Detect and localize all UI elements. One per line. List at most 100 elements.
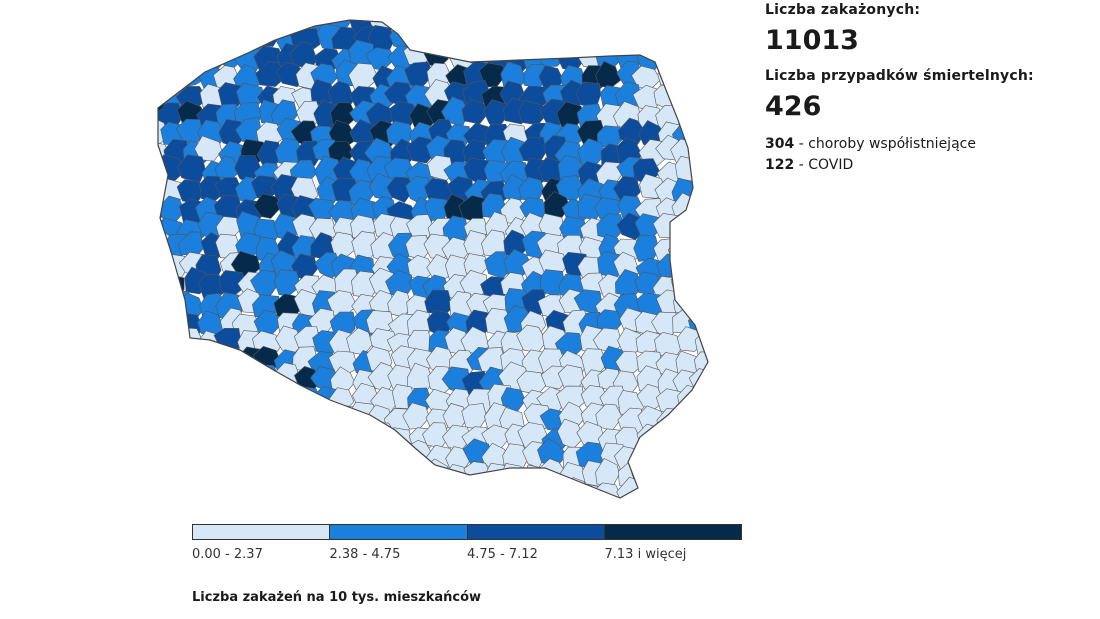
county-region	[461, 98, 487, 125]
county-region	[667, 236, 697, 265]
legend-label-3: 4.75 - 7.12	[467, 547, 538, 562]
county-region	[595, 499, 621, 523]
county-region	[215, 443, 243, 472]
county-region	[274, 464, 302, 493]
county-region	[160, 307, 189, 333]
county-region	[260, 460, 287, 488]
county-region	[691, 157, 708, 183]
county-region	[428, 480, 456, 498]
county-region	[213, 382, 241, 412]
county-region	[675, 214, 704, 243]
county-region	[523, 20, 550, 31]
covid-deaths-line: 122 - COVID	[765, 155, 1095, 176]
county-region	[688, 289, 708, 318]
county-region	[615, 20, 643, 33]
county-region	[158, 366, 169, 395]
county-region	[671, 459, 698, 487]
county-region	[331, 419, 357, 449]
county-region	[272, 20, 301, 36]
county-region	[692, 213, 708, 240]
county-region	[615, 27, 646, 55]
county-region	[163, 405, 191, 430]
county-region	[409, 460, 439, 488]
county-region	[142, 500, 172, 528]
county-region	[387, 427, 413, 451]
county-region	[217, 82, 245, 107]
county-region	[443, 20, 471, 34]
county-region	[689, 401, 708, 429]
infected-value: 11013	[765, 25, 859, 56]
county-region	[293, 20, 319, 29]
county-region	[538, 20, 565, 32]
county-region	[403, 481, 433, 498]
county-region	[523, 24, 550, 51]
county-region	[691, 119, 708, 147]
county-region	[593, 25, 622, 55]
county-region	[196, 346, 225, 375]
county-region	[651, 464, 682, 492]
county-region	[386, 176, 415, 203]
county-region	[670, 60, 698, 89]
county-region	[194, 479, 225, 498]
county-region	[179, 366, 207, 394]
county-region	[694, 233, 708, 261]
county-region	[158, 218, 166, 243]
county-region	[425, 20, 450, 33]
county-region	[196, 402, 227, 431]
county-region	[687, 272, 708, 300]
county-region	[253, 442, 284, 469]
county-region	[249, 364, 280, 393]
county-region	[275, 481, 303, 498]
county-region	[462, 484, 492, 498]
county-region	[158, 290, 172, 315]
county-region	[692, 181, 708, 207]
county-region	[217, 21, 247, 51]
county-region	[238, 407, 267, 433]
county-region	[694, 28, 708, 54]
county-region	[637, 484, 663, 498]
county-region	[214, 367, 241, 396]
county-region	[539, 22, 568, 49]
county-region	[317, 478, 345, 498]
county-region	[670, 271, 698, 297]
county-region	[181, 21, 211, 49]
county-region	[558, 28, 589, 54]
county-region	[385, 464, 413, 491]
legend-labels: 0.00 - 2.37 2.38 - 4.75 4.75 - 7.12 7.13…	[192, 547, 742, 562]
county-region	[653, 424, 682, 453]
county-region	[159, 63, 186, 88]
county-region	[158, 65, 168, 93]
county-region	[252, 20, 278, 33]
county-region	[348, 478, 379, 498]
county-region	[295, 386, 321, 414]
county-region	[540, 478, 567, 498]
county-region	[198, 462, 230, 491]
county-region	[692, 197, 708, 225]
county-region	[467, 20, 493, 47]
legend-swatch-2	[329, 525, 467, 539]
county-region	[688, 441, 708, 470]
county-region	[238, 386, 265, 413]
county-region	[158, 350, 169, 376]
county-region	[668, 20, 699, 49]
county-region	[443, 485, 473, 498]
county-region	[158, 438, 170, 468]
county-region	[674, 423, 700, 450]
county-region	[692, 80, 708, 109]
county-region	[175, 42, 206, 70]
county-region	[479, 62, 507, 88]
county-region	[272, 425, 300, 455]
county-region	[158, 273, 185, 302]
county-region	[179, 425, 208, 450]
county-region	[693, 137, 708, 166]
county-region	[367, 465, 395, 491]
county-region	[158, 404, 169, 433]
county-region	[289, 420, 318, 449]
county-region	[655, 480, 683, 498]
county-region	[384, 479, 413, 498]
county-region	[522, 464, 548, 491]
county-region	[594, 20, 622, 31]
county-region	[670, 408, 700, 436]
county-region	[270, 386, 299, 412]
